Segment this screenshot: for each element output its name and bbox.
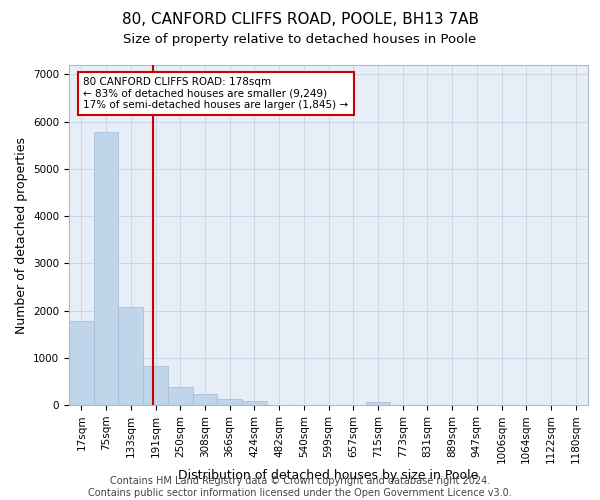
Text: 80, CANFORD CLIFFS ROAD, POOLE, BH13 7AB: 80, CANFORD CLIFFS ROAD, POOLE, BH13 7AB [121, 12, 479, 28]
Bar [69, 321, 94, 405]
Bar [168, 387, 193, 405]
Text: Contains HM Land Registry data © Crown copyright and database right 2024.
Contai: Contains HM Land Registry data © Crown c… [88, 476, 512, 498]
Y-axis label: Number of detached properties: Number of detached properties [14, 136, 28, 334]
Bar [94, 132, 118, 405]
Bar [118, 307, 143, 405]
X-axis label: Distribution of detached houses by size in Poole: Distribution of detached houses by size … [178, 469, 479, 482]
Bar [143, 366, 168, 405]
Bar [242, 400, 267, 405]
Bar [365, 402, 390, 405]
Text: Size of property relative to detached houses in Poole: Size of property relative to detached ho… [124, 32, 476, 46]
Bar [193, 394, 217, 405]
Text: 80 CANFORD CLIFFS ROAD: 178sqm
← 83% of detached houses are smaller (9,249)
17% : 80 CANFORD CLIFFS ROAD: 178sqm ← 83% of … [83, 77, 349, 110]
Bar [217, 400, 242, 405]
